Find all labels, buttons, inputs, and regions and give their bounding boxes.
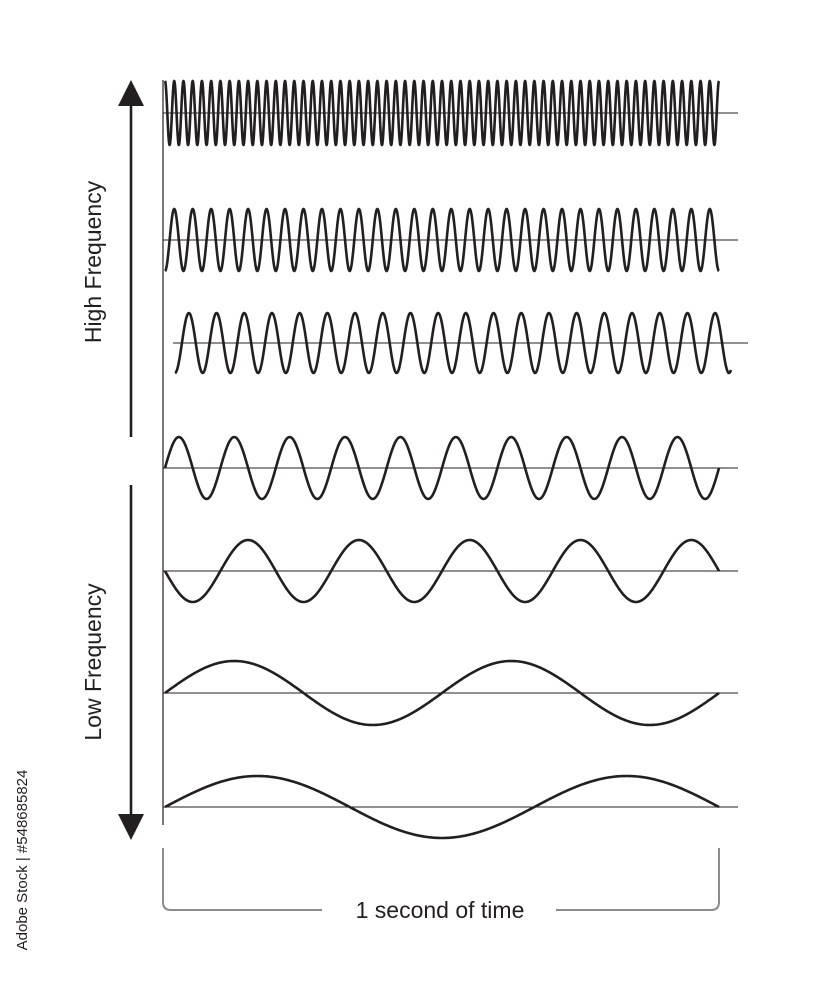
wave-line [164,207,720,273]
wave-line [163,538,721,604]
wave-row-5hz [163,538,738,604]
low-frequency-label: Low Frequency [80,583,106,741]
wave-row-30hz [163,207,738,273]
wave-line [163,79,721,147]
down-arrow-icon [118,814,144,840]
high-frequency-label: High Frequency [80,180,106,343]
up-arrow-icon [118,80,144,106]
wave-line [164,774,720,840]
wave-row-1-5hz [163,774,738,840]
waves-group [163,79,748,840]
stock-credit: Adobe Stock | #548685824 [14,770,31,951]
time-label: 1 second of time [356,897,525,923]
wave-row-10hz [163,435,738,501]
wave-line [174,311,733,375]
wave-row-20hz [173,311,748,375]
time-bracket [162,848,720,911]
wave-line [163,435,721,501]
wave-line [164,659,720,727]
wave-row-60hz [163,79,738,147]
wave-row-2hz [163,659,738,727]
